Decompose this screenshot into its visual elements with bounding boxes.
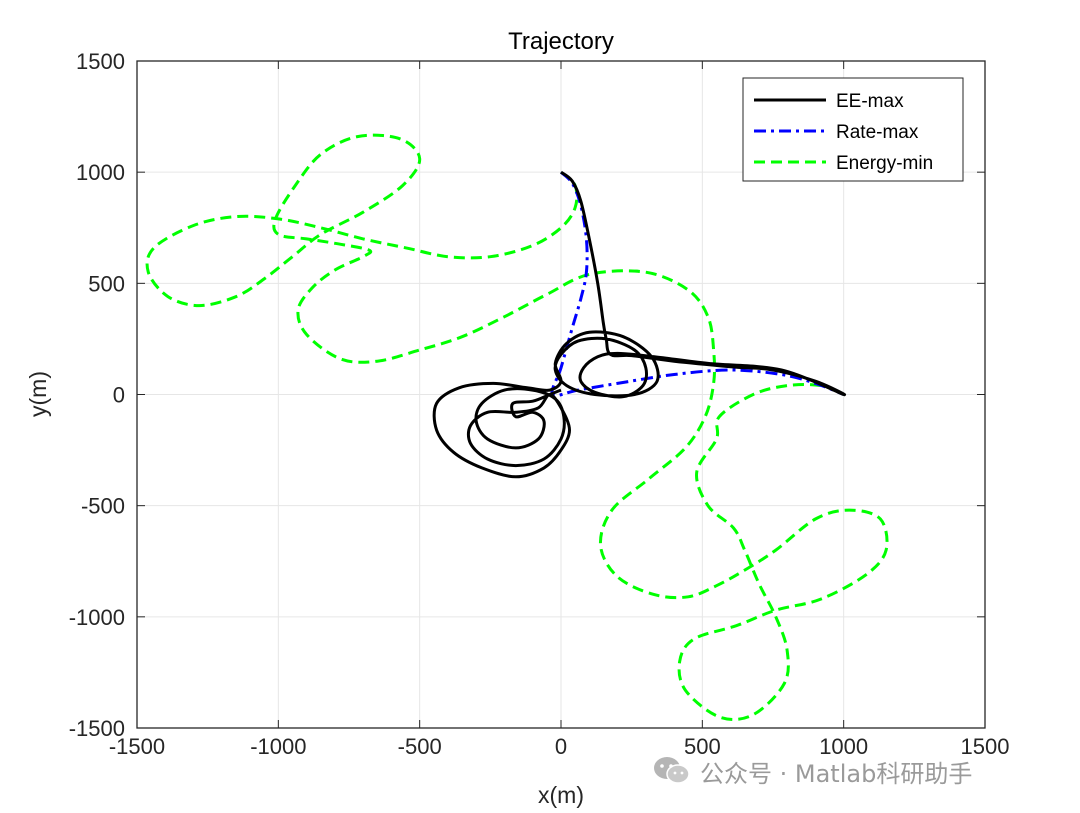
y-tick-label: 1000 xyxy=(76,160,125,185)
legend: EE-max Rate-max Energy-min xyxy=(742,77,964,182)
y-tick-label: 1500 xyxy=(76,49,125,74)
series-line-energy-min xyxy=(145,133,889,721)
y-axis-title: y(m) xyxy=(25,371,51,417)
x-tick-label: -1500 xyxy=(109,734,165,759)
series-line-ee-max xyxy=(432,170,847,479)
x-tick-label: 0 xyxy=(555,734,567,759)
y-tick-label: -1500 xyxy=(69,716,125,741)
chart-title: Trajectory xyxy=(508,28,614,55)
y-tick-label: -500 xyxy=(81,494,125,519)
x-tick-label: 1500 xyxy=(961,734,1010,759)
x-tick-label: -1000 xyxy=(250,734,306,759)
y-tick-label: 0 xyxy=(113,383,125,408)
wechat-icon xyxy=(652,755,692,787)
axis-ticks: -1500 -1000 -500 0 500 1000 1500 -1500 -1000 -500… xyxy=(69,49,1010,759)
watermark: 公众号 · Matlab科研助手 xyxy=(652,753,972,789)
x-tick-label: -500 xyxy=(398,734,442,759)
y-tick-label: -1000 xyxy=(69,605,125,630)
legend-label-energy-min: Energy-min xyxy=(836,153,933,174)
y-tick-label: 500 xyxy=(88,271,125,296)
x-tick-label: 1000 xyxy=(819,734,868,759)
legend-label-ee-max: EE-max xyxy=(836,91,904,112)
series-lines xyxy=(145,133,889,721)
legend-label-rate-max: Rate-max xyxy=(836,122,919,143)
watermark-text: 公众号 · Matlab科研助手 xyxy=(700,759,973,788)
x-axis-title: x(m) xyxy=(538,782,584,808)
x-tick-label: 500 xyxy=(684,734,721,759)
